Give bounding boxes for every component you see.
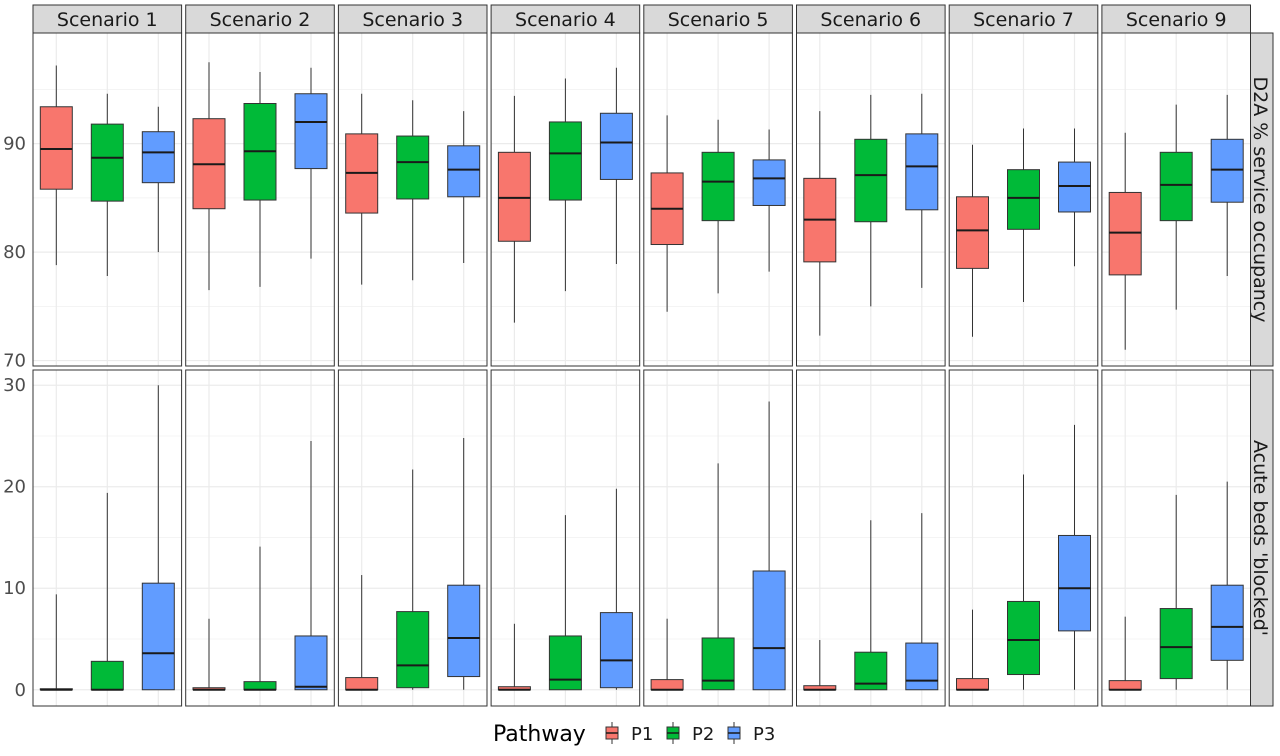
- facet-label-3: Scenario 3: [362, 9, 463, 31]
- facet-label-6: Scenario 6: [820, 9, 921, 31]
- box-p1: [39, 106, 73, 190]
- facet-strip-4: [490, 4, 641, 34]
- box-p1: [1108, 191, 1142, 276]
- box-p3: [447, 145, 481, 198]
- legend-label-p1: P1: [631, 724, 653, 745]
- panel-border: [1101, 32, 1252, 367]
- box-p3: [141, 131, 175, 184]
- legend-label-p3: P3: [753, 724, 775, 745]
- facet-label-7: Scenario 7: [973, 9, 1074, 31]
- panel-border: [948, 32, 1099, 367]
- facet-strip-8: [1101, 4, 1252, 34]
- box-p2: [396, 135, 430, 200]
- box-p1: [497, 151, 531, 242]
- panel-border: [796, 369, 946, 707]
- box-p3: [905, 642, 939, 691]
- box-p3: [1058, 534, 1091, 632]
- box-p2: [854, 138, 888, 223]
- y-tick-label: 10: [3, 578, 26, 599]
- facet-strip-6: [796, 4, 946, 34]
- box-p2: [701, 151, 735, 222]
- box-p2: [548, 121, 582, 201]
- box-p1: [956, 678, 989, 691]
- box-p3: [752, 159, 786, 206]
- legend-title: Pathway: [493, 722, 586, 747]
- facet-strip-1: [32, 4, 183, 34]
- panel-border: [643, 369, 793, 707]
- panel-border: [490, 32, 641, 367]
- y-tick-label: 80: [3, 242, 26, 263]
- facet-label-1: Scenario 1: [57, 9, 158, 31]
- box-p2: [90, 660, 124, 691]
- box-p3: [599, 612, 633, 689]
- panel-border: [643, 32, 793, 367]
- box-p2: [548, 635, 582, 691]
- panel-border: [796, 32, 946, 367]
- panel-border: [948, 369, 1099, 707]
- box-p2: [396, 611, 430, 689]
- box-p2: [1159, 151, 1193, 222]
- box-p3: [1210, 584, 1244, 661]
- box-p3: [447, 584, 481, 678]
- box-p3: [1210, 138, 1244, 203]
- row-label-2: Acute beds 'blocked': [1249, 440, 1271, 636]
- y-tick-label: 30: [3, 375, 26, 396]
- box-p2: [1007, 600, 1040, 676]
- panel-border: [32, 32, 183, 367]
- box-p3: [294, 635, 328, 691]
- y-tick-label: 70: [3, 351, 26, 372]
- y-tick-label: 0: [15, 680, 26, 701]
- panel-border: [32, 369, 183, 707]
- facet-strip-2: [185, 4, 335, 34]
- box-p1: [345, 677, 379, 691]
- panel-border: [490, 369, 641, 707]
- box-p3: [141, 582, 175, 691]
- row-label-1: D2A % service occupancy: [1249, 77, 1271, 323]
- y-tick-label: 90: [3, 134, 26, 155]
- box-p2: [243, 681, 277, 691]
- box-p2: [1159, 608, 1193, 680]
- facet-label-5: Scenario 5: [668, 9, 769, 31]
- facet-label-8: Scenario 9: [1126, 9, 1227, 31]
- box-p3: [294, 93, 328, 170]
- facet-label-2: Scenario 2: [210, 9, 311, 31]
- panel-border: [337, 369, 488, 707]
- panel-border: [337, 32, 488, 367]
- facet-label-4: Scenario 4: [515, 9, 616, 31]
- y-tick-label: 20: [3, 477, 26, 498]
- legend-label-p2: P2: [692, 724, 714, 745]
- box-p3: [752, 570, 786, 691]
- box-p3: [599, 112, 633, 180]
- facet-strip-3: [337, 4, 488, 34]
- panel-border: [185, 369, 335, 707]
- panel-border: [1101, 369, 1252, 707]
- box-p1: [1108, 680, 1142, 691]
- box-p3: [1058, 161, 1091, 213]
- panel-border: [185, 32, 335, 367]
- box-p2: [90, 123, 124, 202]
- row-strip-2: [1246, 369, 1274, 707]
- box-p2: [1007, 169, 1040, 230]
- box-p1: [956, 196, 989, 269]
- box-p1: [650, 679, 684, 691]
- box-p2: [701, 637, 735, 691]
- box-p3: [905, 133, 939, 211]
